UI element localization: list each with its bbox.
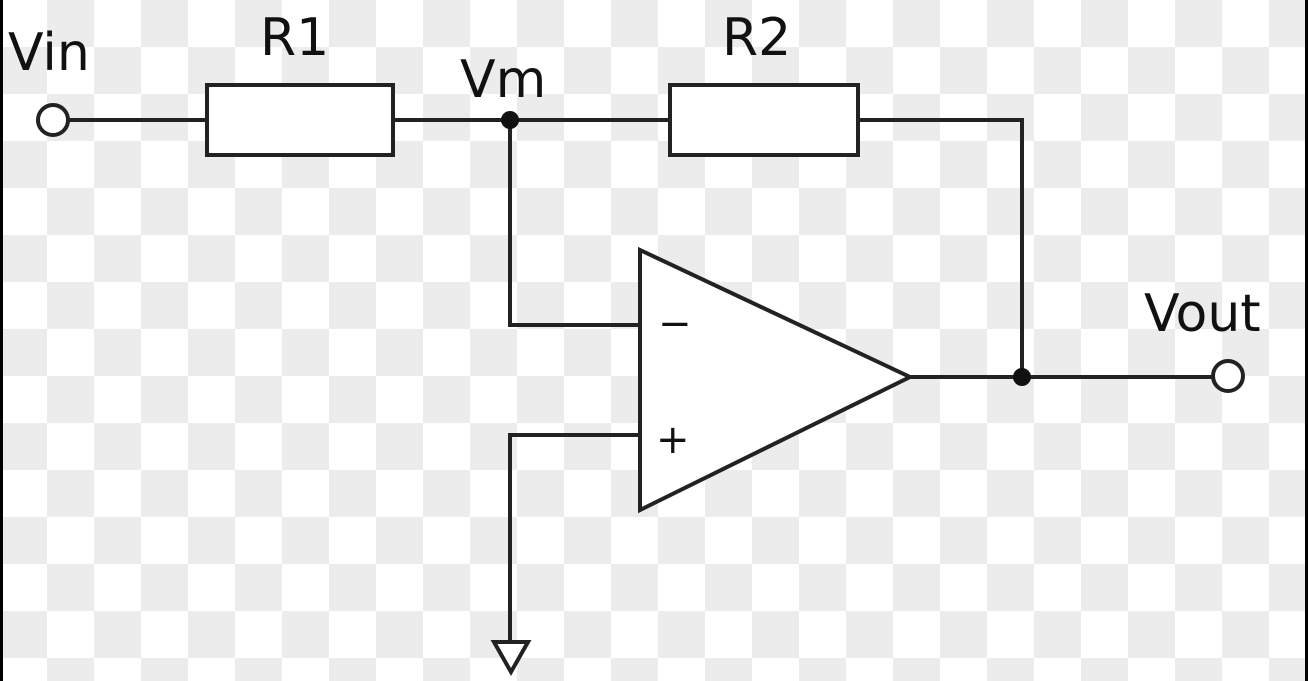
resistor-r2 [668,83,860,157]
wire-feedback [856,118,1024,379]
ground-icon [490,640,532,677]
left-border [0,0,3,681]
wire-noninverting-ground [508,433,642,644]
output-junction [1013,368,1031,386]
vin-terminal [36,103,70,137]
opamp-noninverting-sign: + [656,417,690,463]
right-border [1305,0,1308,681]
label-vin: Vin [8,23,90,83]
label-vout: Vout [1144,284,1261,344]
resistor-r1 [205,83,395,157]
label-r1: R1 [260,8,329,68]
opamp-inverting-sign: − [658,301,692,347]
vout-terminal [1211,359,1245,393]
label-r2: R2 [722,8,791,68]
label-vm: Vm [460,50,546,110]
vm-junction [501,111,519,129]
opamp-triangle [638,246,915,514]
wire-inverting-input [508,118,642,327]
